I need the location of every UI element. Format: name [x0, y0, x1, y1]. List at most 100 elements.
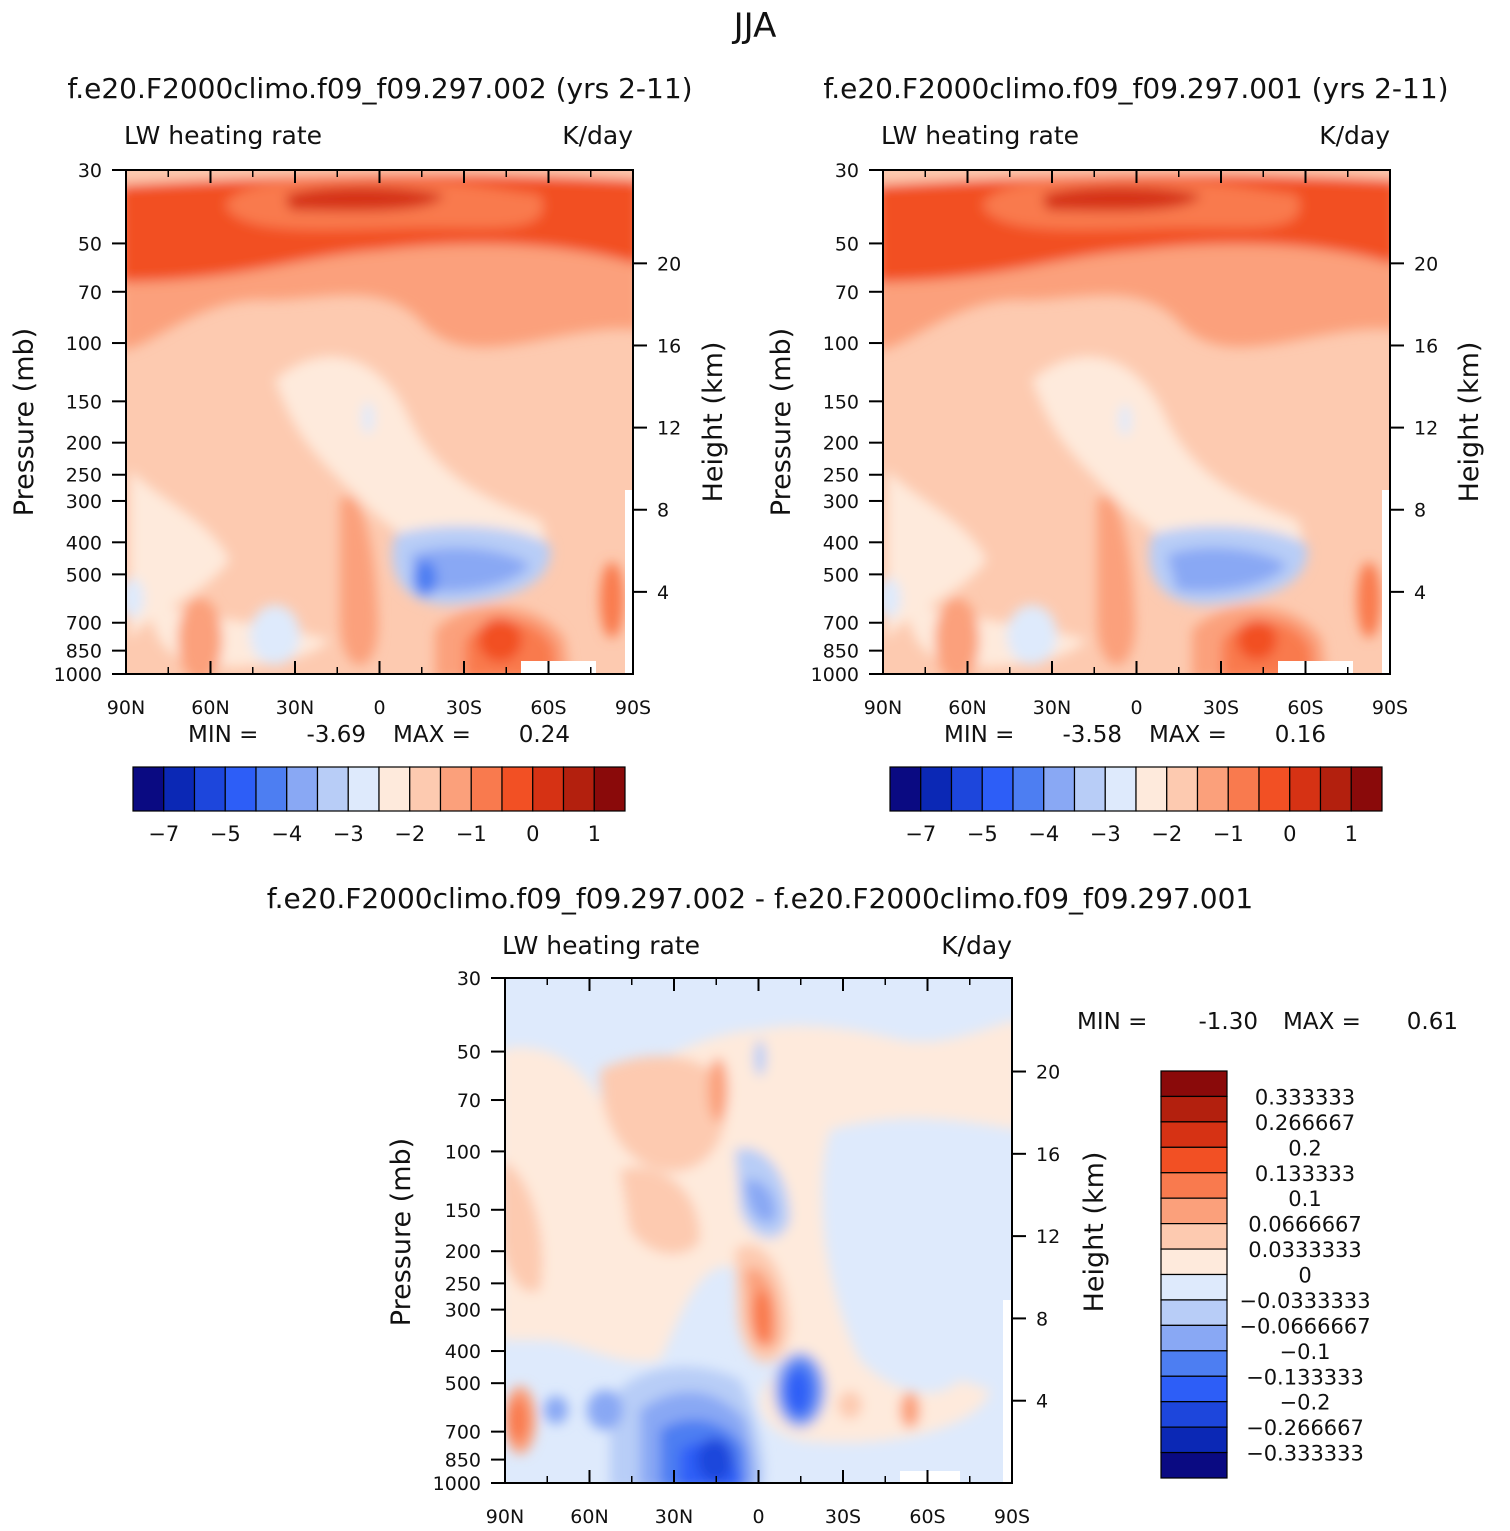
- contour-band: [1097, 496, 1136, 665]
- contour-band: [544, 1396, 568, 1424]
- colorbar-label: −0.133333: [1246, 1365, 1364, 1389]
- pressure-tick-label: 30: [457, 968, 481, 990]
- units-label: K/day: [1319, 121, 1390, 150]
- variable-label: LW heating rate: [881, 121, 1079, 150]
- colorbar-label: −2: [1151, 822, 1182, 846]
- pressure-tick-label: 850: [66, 641, 102, 663]
- pressure-tick-label: 100: [445, 1141, 481, 1163]
- height-tick-label: 20: [1414, 253, 1438, 275]
- contour-band: [838, 1391, 862, 1419]
- colorbar-label: 0.266667: [1255, 1111, 1355, 1135]
- pressure-tick-label: 850: [823, 641, 859, 663]
- contour-field: [883, 170, 1390, 674]
- lat-tick-label: 90N: [486, 1506, 524, 1528]
- contour-band: [887, 470, 987, 640]
- lat-tick-label: 30N: [655, 1506, 693, 1528]
- y-axis-label: Pressure (mb): [766, 328, 797, 516]
- colorbar-label: −5: [967, 822, 998, 846]
- pressure-tick-label: 150: [823, 391, 859, 413]
- max-value: 0.24: [519, 722, 570, 748]
- contour-band: [1032, 356, 1303, 560]
- colorbar-label: −0.0333333: [1239, 1289, 1370, 1313]
- pressure-tick-label: 500: [823, 564, 859, 586]
- min-value: -3.58: [1062, 722, 1122, 748]
- colorbar-swatch: [1160, 1401, 1228, 1428]
- lat-tick-label: 90S: [615, 697, 651, 719]
- pressure-tick-label: 1000: [433, 1473, 481, 1495]
- colorbar-swatch: [1160, 1172, 1228, 1199]
- colorbar-swatch: [163, 766, 196, 812]
- colorbar-label: −3: [1090, 822, 1121, 846]
- colorbar-label: −7: [148, 822, 179, 846]
- case-title: f.e20.F2000climo.f09_f09.297.002 - f.e20…: [267, 882, 1253, 915]
- contour-band: [883, 578, 901, 618]
- missing-data-mask: [625, 490, 633, 674]
- colorbar-swatch: [1160, 1426, 1228, 1454]
- colorbar-label: −0.266667: [1246, 1416, 1364, 1440]
- colorbar-label: 0.0333333: [1248, 1238, 1362, 1262]
- height-tick-label: 20: [657, 253, 681, 275]
- contour-band: [1237, 620, 1277, 660]
- pressure-tick-label: 400: [66, 532, 102, 554]
- colorbar-swatch: [409, 766, 442, 812]
- height-tick-label: 4: [1414, 582, 1426, 604]
- colorbar-swatch: [1166, 766, 1199, 812]
- contour-band: [126, 578, 144, 618]
- contour-band: [250, 605, 300, 665]
- page-title: JJA: [732, 6, 777, 46]
- colorbar-label: 0.2: [1288, 1136, 1321, 1160]
- colorbar-swatch: [1043, 766, 1076, 812]
- max-label: MAX =: [393, 722, 471, 748]
- lat-tick-label: 90N: [864, 697, 902, 719]
- colorbar-swatch: [981, 766, 1014, 812]
- units-label: K/day: [941, 931, 1012, 960]
- colorbar-swatch: [593, 766, 626, 812]
- colorbar-swatch: [1319, 766, 1352, 812]
- pressure-tick-label: 70: [835, 282, 859, 304]
- pressure-tick-label: 700: [823, 613, 859, 635]
- contour-band: [935, 598, 979, 674]
- colorbar-swatch: [1160, 1223, 1228, 1250]
- missing-data-mask: [900, 1471, 960, 1483]
- pressure-tick-label: 700: [66, 613, 102, 635]
- case-title: f.e20.F2000climo.f09_f09.297.001 (yrs 2-…: [823, 72, 1448, 105]
- height-tick-label: 12: [1036, 1226, 1060, 1248]
- y-axis-right-label: Height (km): [1454, 342, 1485, 503]
- pressure-tick-label: 250: [823, 465, 859, 487]
- contour-band: [900, 1392, 920, 1428]
- pressure-tick-label: 500: [445, 1373, 481, 1395]
- pressure-tick-label: 300: [445, 1300, 481, 1322]
- contour-band: [413, 560, 437, 596]
- y-axis-label: Pressure (mb): [386, 1138, 417, 1326]
- pressure-tick-label: 100: [66, 333, 102, 355]
- pressure-tick-label: 200: [66, 433, 102, 455]
- colorbar-swatch: [1160, 1273, 1228, 1301]
- colorbar-swatch: [1196, 766, 1229, 812]
- colorbar-label: −1: [1213, 822, 1244, 846]
- contour-band: [285, 186, 445, 212]
- contour-band: [130, 470, 230, 640]
- panel-left: f.e20.F2000climo.f09_f09.297.002 (yrs 2-…: [9, 72, 729, 846]
- colorbar-swatch: [224, 766, 257, 812]
- pressure-tick-label: 250: [445, 1273, 481, 1295]
- pressure-tick-label: 50: [78, 233, 102, 255]
- pressure-tick-label: 70: [78, 282, 102, 304]
- colorbar-swatch: [1227, 766, 1260, 812]
- contour-band: [1167, 547, 1287, 592]
- pressure-tick-label: 300: [66, 491, 102, 513]
- contour-field: [126, 170, 633, 674]
- colorbar-label: 0.1: [1288, 1187, 1321, 1211]
- y-axis-label: Pressure (mb): [9, 328, 40, 516]
- colorbar-swatch: [470, 766, 503, 812]
- y-axis-right-label: Height (km): [698, 342, 729, 503]
- pressure-tick-label: 100: [823, 333, 859, 355]
- height-tick-label: 12: [657, 418, 681, 440]
- colorbar-swatch: [1160, 1375, 1228, 1403]
- height-tick-label: 20: [1036, 1062, 1060, 1084]
- pressure-tick-label: 850: [445, 1450, 481, 1472]
- lat-tick-label: 60S: [1287, 697, 1323, 719]
- colorbar-swatch: [920, 766, 953, 812]
- contour-band: [505, 1162, 543, 1292]
- lat-tick-label: 0: [1130, 697, 1142, 719]
- max-label: MAX =: [1149, 722, 1227, 748]
